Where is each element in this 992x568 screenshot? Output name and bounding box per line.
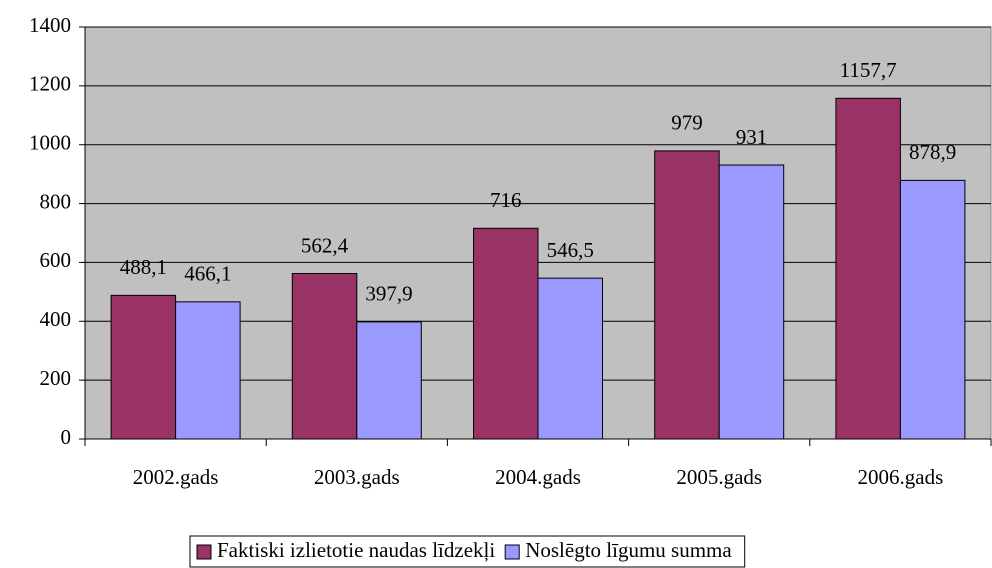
y-tick-label: 800 [40, 189, 72, 213]
y-tick-label: 1000 [29, 131, 71, 155]
y-tick-label: 1200 [29, 72, 71, 96]
bar [175, 301, 241, 440]
x-tick-label: 2004.gads [495, 465, 581, 489]
data-label: 397,9 [365, 282, 412, 306]
y-tick-label: 1400 [29, 13, 71, 37]
bar [718, 164, 785, 440]
y-tick-label: 400 [40, 307, 72, 331]
x-tick-label: 2005.gads [676, 465, 762, 489]
bar [356, 321, 422, 440]
bar [654, 150, 720, 440]
bar [835, 97, 901, 440]
bar [899, 179, 966, 440]
data-label: 931 [736, 125, 768, 149]
y-tick-label: 0 [61, 425, 72, 449]
data-label: 878,9 [909, 140, 956, 164]
legend-swatch [504, 544, 520, 560]
bar [291, 272, 358, 440]
legend [189, 535, 746, 568]
data-label: 716 [490, 188, 522, 212]
bar [110, 294, 177, 440]
y-tick-label: 200 [40, 366, 72, 390]
data-label: 546,5 [547, 238, 594, 262]
data-label: 488,1 [120, 255, 167, 279]
legend-swatch [196, 544, 212, 560]
data-label: 562,4 [301, 233, 349, 257]
data-label: 466,1 [184, 262, 231, 286]
x-tick-label: 2002.gads [133, 465, 219, 489]
data-label: 979 [671, 111, 703, 135]
bar [537, 277, 603, 440]
x-tick-label: 2003.gads [314, 465, 400, 489]
legend-label: Noslēgto līgumu summa [525, 538, 732, 562]
x-tick-label: 2006.gads [858, 465, 944, 489]
legend-label: Faktiski izlietotie naudas līdzekļi [217, 538, 495, 562]
data-label: 1157,7 [840, 58, 897, 82]
y-tick-label: 600 [40, 248, 72, 272]
bar [473, 227, 539, 440]
